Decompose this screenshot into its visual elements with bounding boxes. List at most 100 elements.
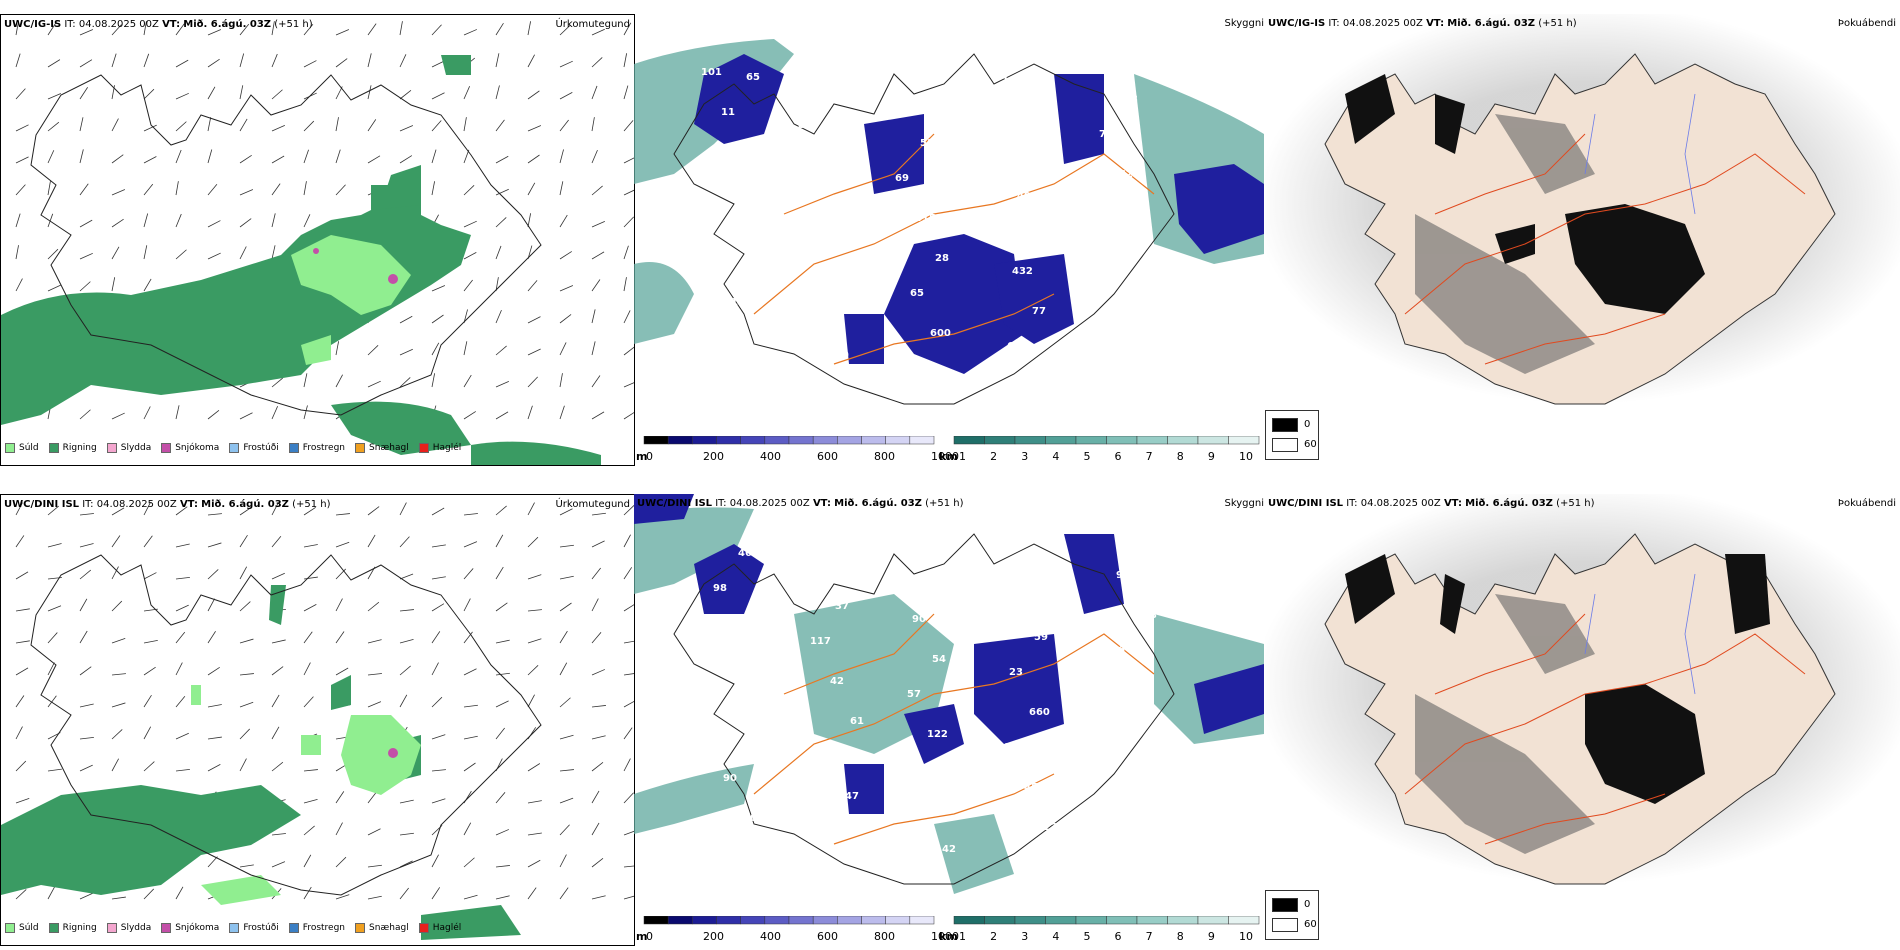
- cloud-base-label: 47: [845, 791, 859, 802]
- cloud-base-label: 55: [736, 222, 750, 233]
- cloud-base-label: 57: [728, 698, 742, 709]
- legend-label: Haglél: [432, 443, 462, 453]
- cloud-base-label: 53: [920, 138, 934, 149]
- cloud-base-label: 600: [930, 328, 951, 339]
- cloud-base-label: 102: [1002, 76, 1023, 87]
- cloud-base-label: 98: [713, 583, 727, 594]
- colorbar-tick: 800: [874, 450, 895, 463]
- cloud-base-label: 64: [1014, 592, 1028, 603]
- cloud-base-label: 45: [1024, 782, 1038, 793]
- cloud-base-colorbar: m 0 200 400 600 800 1000: [636, 450, 959, 463]
- colorbar-tick: 5: [1083, 930, 1091, 943]
- cloud-base-label: 551: [1126, 760, 1147, 771]
- cloud-base-label: 117: [753, 663, 774, 674]
- legend-item: Súld: [5, 443, 39, 453]
- legend-item: Frostregn: [288, 923, 346, 933]
- colorbar-tick: 8: [1176, 450, 1184, 463]
- valid-time: Mið. 6.ágú. 03Z: [834, 498, 922, 509]
- cloud-base-label: 62: [1141, 535, 1155, 546]
- cloud-base-label: 57: [907, 689, 921, 700]
- cloud-base-label: 71: [1022, 116, 1036, 127]
- cloud-base-label: 44: [1027, 381, 1041, 392]
- cloud-base-label: 30: [905, 363, 919, 374]
- cloud-base-label: 74: [815, 561, 829, 572]
- model-label: UWC/DINI ISL: [637, 498, 713, 509]
- colorbar-tick: 10: [1239, 930, 1253, 943]
- cloud-base-label: 198: [1101, 795, 1122, 806]
- legend-label: Snæhagl: [369, 443, 409, 453]
- legend-swatch: [288, 923, 299, 933]
- cloud-base-label: 38: [706, 332, 720, 343]
- cloud-base-label: 65: [746, 72, 760, 83]
- cloud-base-label: 37: [835, 601, 849, 612]
- cloud-base-label: 61: [850, 716, 864, 727]
- colorbar-tick: 6: [1114, 930, 1122, 943]
- model-label: UWC/DINI ISL: [1268, 498, 1344, 509]
- init-time: IT: 04.08.2025 00Z: [715, 498, 810, 509]
- legend-item: Frostúði: [229, 443, 279, 453]
- cloud-base-label: 384: [748, 738, 769, 749]
- legend-item: Snæhagl: [355, 443, 409, 453]
- legend-label: Frostregn: [302, 923, 346, 933]
- legend-item: Frostregn: [288, 443, 345, 453]
- legend-item: Súld: [5, 923, 39, 933]
- cloud-base-label: 96: [718, 848, 732, 859]
- cloud-base-label: 134: [1004, 742, 1025, 753]
- cloud-base-label: 53: [840, 526, 854, 537]
- legend-item: Rigning: [48, 443, 97, 453]
- cloud-base-label: 59: [1034, 632, 1048, 643]
- cloud-base-label: 128: [947, 769, 968, 780]
- colorbar-tick: 600: [817, 450, 838, 463]
- cloud-base-label: 90: [723, 773, 737, 784]
- cloud-base-label: 46: [738, 548, 752, 559]
- valid-time-label: VT:: [812, 498, 831, 509]
- cloud-base-label: 46: [823, 85, 837, 96]
- legend-item: Haglél: [418, 443, 462, 453]
- cloud-base-label: 37: [741, 147, 755, 158]
- colorbar-tick: 10: [1239, 450, 1253, 463]
- legend-swatch: [355, 443, 366, 453]
- product-title: Skyggni: [1224, 498, 1264, 509]
- panel-visibility-igis: 101 86 69 67 72 38 20 14 15 111 90 100 30 102 77 92 69 65…: [634, 14, 1264, 464]
- legend-label: Frostúði: [243, 443, 279, 453]
- cloud-base-label: 66: [1111, 645, 1125, 656]
- valid-time: Mið. 6.ágú. 03Z: [1465, 498, 1553, 509]
- legend-swatch: [106, 923, 117, 933]
- colorbar-tick: 4: [1052, 930, 1060, 943]
- cloud-base-label: 14: [900, 98, 914, 109]
- legend-item: Snjókoma: [161, 443, 219, 453]
- legend-swatch: [229, 443, 240, 453]
- valid-time: Mið. 6.ágú. 03Z: [201, 499, 289, 510]
- init-time: IT: 04.08.2025 00Z: [64, 19, 159, 30]
- product-title: Úrkomutegund: [555, 499, 630, 510]
- cloud-base-label: 67: [992, 226, 1006, 237]
- legend-label: Snjókoma: [175, 923, 220, 933]
- colorbar-tick: 7: [1145, 450, 1153, 463]
- colorbar-tick: 600: [817, 930, 838, 943]
- colorbar-tick: 400: [760, 450, 781, 463]
- cloud-base-label: 44: [1121, 835, 1135, 846]
- panel-precip-dini: UWC/DINI ISL IT: 04.08.2025 00Z VT: Mið.…: [0, 494, 635, 946]
- init-time: IT: 04.08.2025 00Z: [1328, 18, 1423, 29]
- valid-time: Mið. 6.ágú. 03Z: [183, 19, 272, 30]
- colorbar-tick: 8: [1176, 930, 1184, 943]
- cloud-base-label: 92: [1116, 570, 1130, 581]
- cloud-base-label: 15: [997, 151, 1011, 162]
- cloud-base-colorbar: m 0 200 400 600 800 1000: [636, 930, 959, 943]
- cloud-base-label: 71: [825, 751, 839, 762]
- cloud-base-label: 15: [1104, 54, 1118, 65]
- valid-time-label: VT:: [1426, 18, 1445, 29]
- model-label: UWC/DINI ISL: [4, 499, 80, 510]
- colorbar-tick: 9: [1207, 930, 1215, 943]
- cloud-base-label: 90: [912, 614, 926, 625]
- cloud-base-label: 42: [830, 676, 844, 687]
- colorbar-tick: 5: [1083, 450, 1091, 463]
- visibility-map-igis: 101 86 69 67 72 38 20 14 15 111 90 100 30 102 77 92 69 65…: [634, 39, 1264, 405]
- legend-item: Slydda: [106, 443, 151, 453]
- init-time: IT: 04.08.2025 00Z: [1346, 498, 1441, 509]
- cloud-base-label: 59: [1131, 685, 1145, 696]
- colorbar-tick: 0: [646, 450, 653, 463]
- cloud-base-label: 660: [1029, 707, 1050, 718]
- legend-label: Frostúði: [243, 923, 279, 933]
- cloud-base-label: 141: [731, 297, 752, 308]
